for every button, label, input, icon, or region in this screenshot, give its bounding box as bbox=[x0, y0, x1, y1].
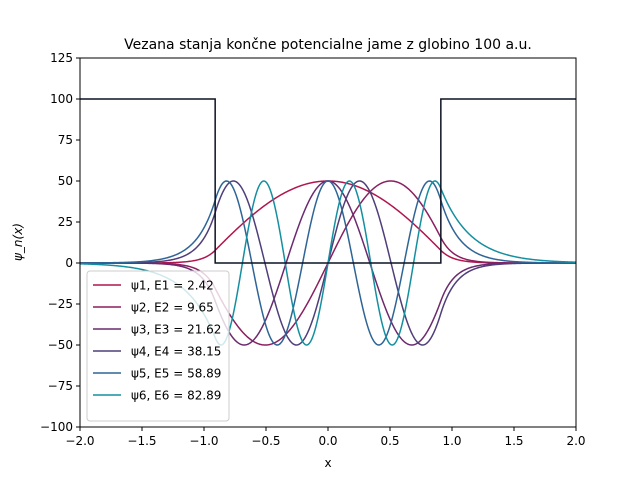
legend-label: ψ1, E1 = 2.42 bbox=[131, 279, 214, 293]
y-tick-label: 75 bbox=[58, 133, 73, 147]
x-tick-label: −1.5 bbox=[127, 434, 156, 448]
legend-label: ψ3, E3 = 21.62 bbox=[131, 323, 221, 337]
series-line-psi5 bbox=[80, 180, 576, 346]
x-tick-label: 0.5 bbox=[380, 434, 399, 448]
legend-label: ψ4, E4 = 38.15 bbox=[131, 345, 221, 359]
y-axis: −100 −75 −50 −25 0 25 50 75 100 125 bbox=[40, 51, 80, 434]
y-tick-label: −50 bbox=[48, 338, 73, 352]
x-tick-label: −2.0 bbox=[65, 434, 94, 448]
y-tick-label: −25 bbox=[48, 297, 73, 311]
x-axis-label: x bbox=[324, 456, 331, 470]
y-tick-label: −100 bbox=[40, 420, 73, 434]
legend-label: ψ2, E2 = 9.65 bbox=[131, 301, 214, 315]
y-tick-label: 125 bbox=[50, 51, 73, 65]
y-tick-label: −75 bbox=[48, 379, 73, 393]
x-tick-label: 2.0 bbox=[566, 434, 585, 448]
series-layer bbox=[80, 98, 576, 346]
y-tick-label: 50 bbox=[58, 174, 73, 188]
y-tick-label: 100 bbox=[50, 92, 73, 106]
y-tick-label: 25 bbox=[58, 215, 73, 229]
x-tick-label: 1.0 bbox=[442, 434, 461, 448]
legend-box bbox=[86, 270, 230, 422]
x-axis: −2.0 −1.5 −1.0 −0.5 0.0 0.5 1.0 1.5 2.0 bbox=[65, 427, 586, 448]
x-tick-label: −0.5 bbox=[251, 434, 280, 448]
legend-label: ψ6, E6 = 82.89 bbox=[131, 389, 221, 403]
x-tick-label: 0.0 bbox=[318, 434, 337, 448]
y-axis-label: ψ_n(x) bbox=[11, 223, 25, 261]
chart-title: Vezana stanja končne potencialne jame z … bbox=[124, 37, 532, 53]
potential-well-line bbox=[80, 98, 576, 264]
x-tick-label: −1.0 bbox=[189, 434, 218, 448]
x-tick-label: 1.5 bbox=[504, 434, 523, 448]
y-tick-label: 0 bbox=[65, 256, 73, 270]
legend-label: ψ5, E5 = 58.89 bbox=[131, 367, 221, 381]
legend: ψ1, E1 = 2.42 ψ2, E2 = 9.65 ψ3, E3 = 21.62… bbox=[86, 270, 230, 422]
